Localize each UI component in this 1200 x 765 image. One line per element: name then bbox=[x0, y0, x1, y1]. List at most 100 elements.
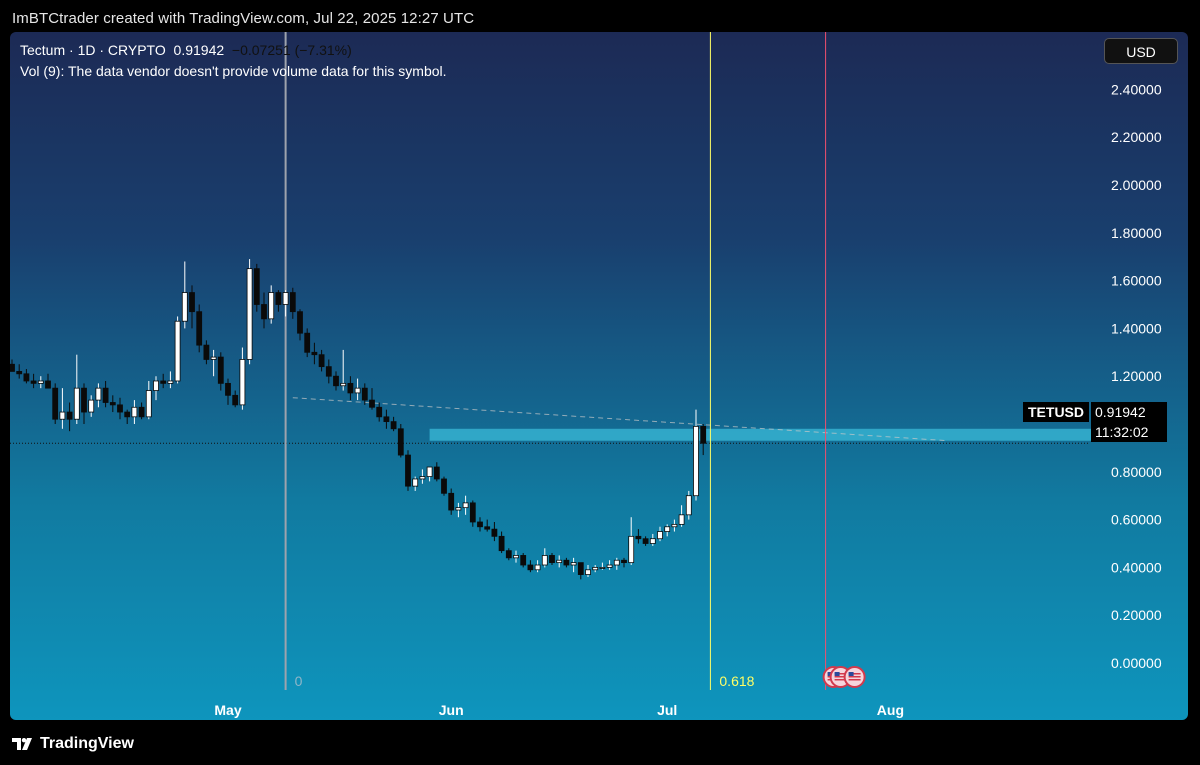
candle-body bbox=[505, 550, 512, 559]
y-axis-tick-label: 1.20000 bbox=[1111, 368, 1162, 384]
candle-body bbox=[239, 359, 246, 406]
candle-body bbox=[52, 387, 59, 420]
candle-body bbox=[700, 425, 707, 444]
candle-body bbox=[45, 380, 51, 389]
y-axis-tick-label: 0.40000 bbox=[1111, 559, 1162, 575]
candle-body bbox=[599, 567, 606, 569]
us-flag-event-icon[interactable] bbox=[843, 666, 866, 688]
candle-body bbox=[261, 304, 267, 320]
candle-body bbox=[210, 356, 217, 360]
candle-body bbox=[383, 416, 390, 423]
y-axis-tick-label: 0.20000 bbox=[1111, 607, 1162, 623]
x-axis-tick-label: Jun bbox=[439, 702, 464, 718]
candle-body bbox=[318, 354, 325, 368]
candle-body bbox=[520, 555, 527, 566]
candle-body bbox=[268, 292, 275, 320]
dashed-trendline[interactable] bbox=[292, 397, 949, 442]
flag-stripe bbox=[848, 676, 861, 678]
candle-body bbox=[577, 562, 584, 575]
y-axis-tick-label: 0.80000 bbox=[1111, 464, 1162, 480]
candle-body bbox=[275, 292, 282, 305]
candle-body bbox=[30, 380, 37, 384]
candle-body bbox=[225, 382, 231, 396]
candle-body bbox=[585, 569, 591, 575]
candle-body bbox=[73, 387, 80, 420]
candle-body bbox=[397, 428, 404, 456]
flag-stripe bbox=[848, 679, 861, 681]
last-price-label: 0.91942 11:32:02 bbox=[1091, 402, 1167, 442]
candle-body bbox=[549, 555, 555, 564]
candle-body bbox=[361, 387, 368, 401]
candle-body bbox=[232, 394, 239, 406]
candle-body bbox=[628, 535, 635, 564]
y-axis-tick-label: 1.40000 bbox=[1111, 320, 1162, 336]
candle-body bbox=[448, 492, 455, 511]
candle-body bbox=[491, 528, 498, 537]
candle-body bbox=[117, 404, 123, 413]
candle-body bbox=[433, 466, 440, 480]
x-axis-tick-label: Jul bbox=[657, 702, 677, 718]
candle-body bbox=[441, 478, 447, 494]
candle-body bbox=[189, 292, 195, 313]
candle-body bbox=[693, 425, 699, 497]
tradingview-logo[interactable]: TradingView bbox=[12, 735, 134, 753]
candle-body bbox=[167, 380, 174, 384]
candle-body bbox=[59, 411, 66, 420]
candle-body bbox=[203, 344, 210, 360]
candle-body bbox=[642, 538, 649, 544]
y-axis-tick-label: 2.00000 bbox=[1111, 177, 1162, 193]
candle-body bbox=[477, 521, 483, 528]
candle-body bbox=[253, 268, 260, 305]
currency-button[interactable]: USD bbox=[1104, 38, 1178, 64]
candle-body bbox=[109, 402, 116, 406]
candle-body bbox=[412, 478, 419, 487]
candle-body bbox=[246, 268, 253, 360]
candle-body bbox=[217, 356, 224, 384]
flag-stripe bbox=[848, 673, 861, 675]
candle-body bbox=[419, 476, 426, 480]
candle-body bbox=[289, 292, 296, 313]
volume-legend: Vol (9): The data vendor doesn't provide… bbox=[20, 63, 447, 79]
candle-body bbox=[10, 363, 15, 372]
symbol-title[interactable]: Tectum · 1D · CRYPTO bbox=[20, 42, 166, 58]
candle-body bbox=[649, 538, 656, 544]
candle-body bbox=[347, 382, 354, 394]
x-axis-tick-label: May bbox=[214, 702, 241, 718]
vertical-line-label-grey: 0 bbox=[295, 673, 303, 689]
candle-body bbox=[621, 559, 627, 564]
candle-body bbox=[138, 406, 145, 418]
last-price-value: 0.91942 bbox=[1095, 404, 1146, 420]
tradingview-brand: TradingView bbox=[40, 735, 134, 752]
candle-body bbox=[563, 559, 570, 566]
candle-body bbox=[498, 535, 505, 552]
header-bar: ImBTCtrader created with TradingView.com… bbox=[0, 0, 1200, 32]
flag-stripe bbox=[834, 676, 847, 678]
candle-body bbox=[311, 351, 318, 356]
candle-body bbox=[592, 567, 599, 571]
candle-body bbox=[354, 387, 361, 394]
y-axis-tick-label: 2.20000 bbox=[1111, 129, 1162, 145]
vertical-line-label-yellow: 0.618 bbox=[719, 673, 754, 689]
candle-body bbox=[405, 454, 411, 487]
candle-body bbox=[131, 406, 138, 418]
candle-body bbox=[66, 411, 73, 420]
candle-body bbox=[541, 555, 548, 566]
candle-body bbox=[534, 564, 541, 571]
chart-pane[interactable]: 0 0.618 0.00000 0.20000 0.40000 0.60000 0.8000… bbox=[10, 32, 1188, 720]
candle-body bbox=[181, 292, 188, 322]
candle-body bbox=[282, 292, 289, 305]
candle-body bbox=[469, 502, 476, 523]
candle-body bbox=[88, 399, 95, 413]
candle-body bbox=[462, 502, 469, 509]
candle-body bbox=[37, 380, 44, 384]
candle-body bbox=[484, 526, 491, 530]
flag-canton bbox=[834, 672, 840, 676]
resistance-zone[interactable] bbox=[429, 428, 1129, 441]
price-chart[interactable]: 0 0.618 0.00000 0.20000 0.40000 0.60000 0.8000… bbox=[10, 32, 1188, 720]
y-axis-tick-label: 0.00000 bbox=[1111, 655, 1162, 671]
candle-body bbox=[613, 559, 620, 566]
candle-body bbox=[102, 387, 109, 403]
candle-body bbox=[196, 311, 203, 346]
flag-stripe bbox=[834, 673, 847, 675]
candle-body bbox=[153, 380, 159, 391]
